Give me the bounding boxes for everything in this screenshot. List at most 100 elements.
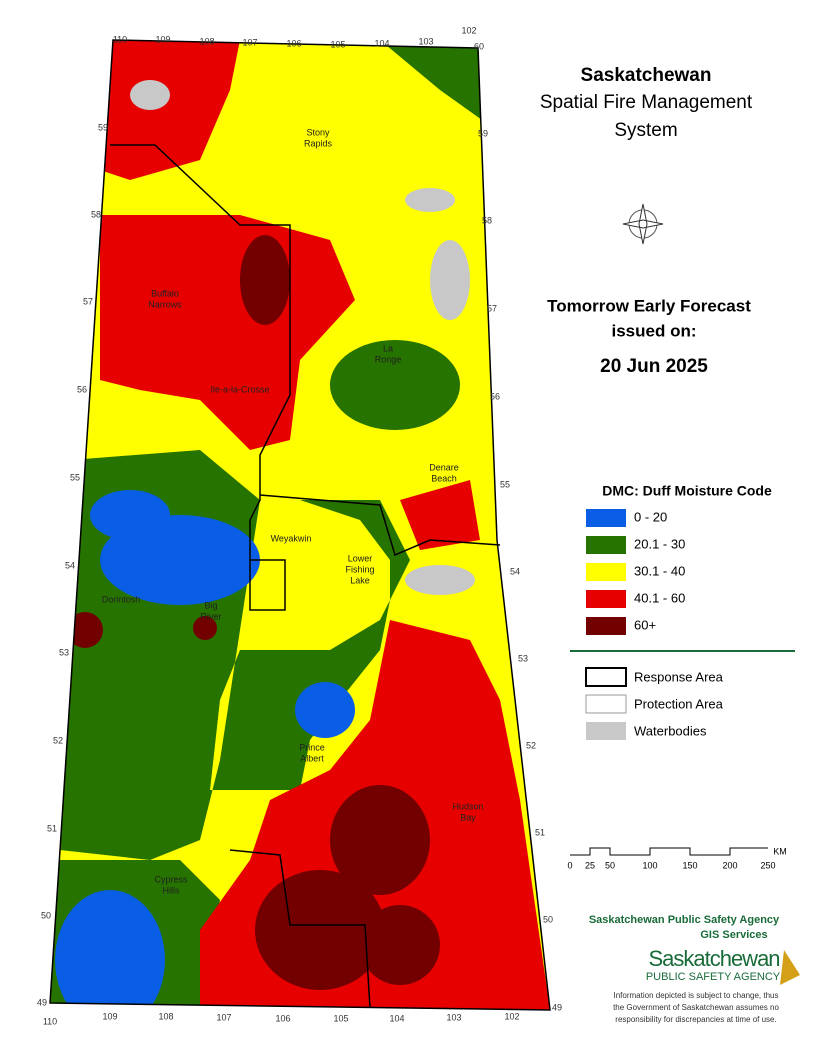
place-label: Weyakwin [271,533,312,543]
graticule-label: 54 [65,560,75,570]
graticule-label: 103 [418,36,433,46]
place-label: Denare [429,462,459,472]
scale-label: 0 [567,860,572,870]
legend-label: 40.1 - 60 [634,590,685,605]
place-label: Big [204,600,217,610]
graticule-label: 102 [504,1011,519,1021]
logo-text: PUBLIC SAFETY AGENCY [646,971,781,983]
graticule-label: 58 [91,209,101,219]
graticule-label: 56 [77,384,87,394]
graticule-label: 109 [102,1011,117,1021]
dmc-map [50,40,550,1010]
graticule-label: 110 [43,1016,57,1026]
response-area [259,494,501,557]
graticule-label: 57 [487,303,497,313]
place-label: Hudson [452,801,483,811]
place-label: Lower [348,553,373,563]
zone-maroon [255,870,385,990]
graticule-label: 52 [53,735,63,745]
province-outline [49,39,551,1011]
forecast-heading: issued on: [611,321,696,340]
title: Saskatchewan [581,65,712,86]
place-label: Bay [460,812,476,822]
graticule-label: 105 [330,39,345,49]
scale-label: 100 [642,860,657,870]
place-label: Fishing [345,564,374,574]
place-label: Cypress [154,874,188,884]
waterbody [430,240,470,320]
graticule-label: 51 [535,827,545,837]
logo-text: Saskatchewan [648,946,779,971]
legend-swatch [586,563,626,581]
legend-label: Waterbodies [634,723,707,738]
legend-label: 0 - 20 [634,509,667,524]
scale-bar [570,847,768,856]
graticule-label: 110 [113,34,127,44]
zone-blue [295,682,355,738]
graticule-label: 104 [374,38,389,48]
response-area [229,849,371,1009]
subtitle: System [614,120,677,141]
place-label: Stony [306,127,330,137]
graticule-label: 108 [158,1011,173,1021]
graticule-label: 104 [389,1013,404,1023]
disclaimer: Information depicted is subject to chang… [614,991,779,1000]
graticule-label: 59 [98,122,108,132]
place-label: Dorintosh [102,594,141,604]
place-label: Buffalo [151,288,179,298]
zone-maroon [360,905,440,985]
legend-title: DMC: Duff Moisture Code [602,483,772,499]
graticule-label: 55 [70,472,80,482]
zone-green [380,40,482,120]
graticule-label: 106 [286,38,301,48]
zone-green [330,340,460,430]
logo-mark [780,950,800,985]
graticule-label: 106 [275,1013,290,1023]
graticule-label: 50 [41,910,51,920]
waterbody [130,80,170,110]
disclaimer: responsibility for discrepancies at time… [615,1015,776,1024]
zone-blue [55,890,165,1010]
place-label: Lake [350,575,370,585]
place-label: La [383,343,393,353]
scale-label: 25 [585,860,595,870]
graticule-label: 51 [47,823,57,833]
graticule-label: 49 [552,1002,562,1012]
legend-label: 20.1 - 30 [634,536,685,551]
graticule-label: 54 [510,566,520,576]
legend-swatch [585,667,627,687]
graticule-label: 107 [216,1012,231,1022]
scale-unit: KM [773,846,787,856]
legend-label: 60+ [634,617,656,632]
graticule-label: 55 [500,479,510,489]
zone-maroon [193,616,217,640]
legend-swatch [586,617,626,635]
legend-swatch [586,509,626,527]
waterbody [405,188,455,212]
legend-swatch [585,694,627,714]
zone-red [100,215,355,450]
place-label: Beach [431,473,457,483]
graticule-label: 57 [83,296,93,306]
place-label: Albert [300,753,324,763]
legend-label: Response Area [634,669,724,684]
graticule-label: 52 [526,740,536,750]
scale-label: 250 [760,860,775,870]
graticule-label: 59 [478,128,488,138]
place-label: Narrows [148,299,182,309]
forecast-date: 20 Jun 2025 [600,356,708,377]
graticule-label: 105 [333,1013,348,1023]
legend-swatch [586,590,626,608]
scale-label: 50 [605,860,615,870]
place-label: River [200,611,221,621]
legend-swatch [586,722,626,740]
graticule-label: 107 [242,37,257,47]
graticule-label: 103 [446,1012,461,1022]
graticule-label: 109 [155,34,170,44]
graticule-label: 53 [59,647,69,657]
zone-maroon [330,785,430,895]
zone-maroon [67,612,103,648]
graticule-label: 108 [199,36,214,46]
place-label: Prince [299,742,325,752]
place-label: Rapids [304,138,333,148]
